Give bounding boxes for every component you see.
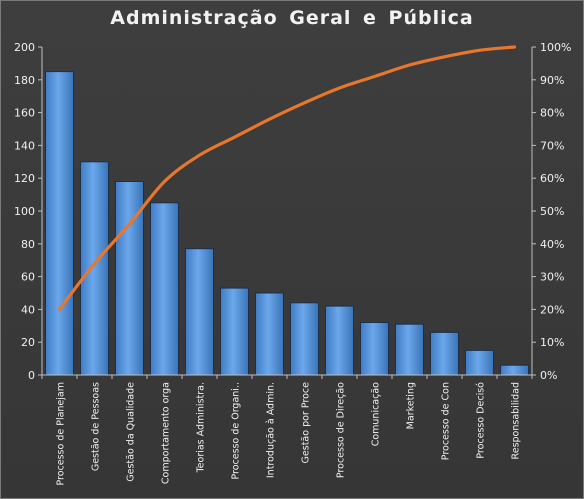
- y2-tick-label: 60%: [540, 172, 564, 185]
- bar: [45, 71, 74, 376]
- bar: [80, 161, 109, 376]
- y2-tick-label: 40%: [540, 238, 564, 251]
- y2-tick-label: 50%: [540, 205, 564, 218]
- x-category-label: Processo Decisó: [476, 382, 487, 459]
- y2-tick-label: 20%: [540, 303, 564, 316]
- y-tick-label: 120: [14, 172, 35, 185]
- y-tick-label: 80: [21, 238, 35, 251]
- cumulative-point: [478, 49, 481, 52]
- y-tick-label: 160: [14, 107, 35, 120]
- bar: [220, 287, 249, 376]
- x-category-label: Marketing: [406, 382, 417, 429]
- x-category-label: Processo de Organi..: [231, 382, 242, 480]
- cumulative-point: [58, 308, 61, 311]
- y-tick-label: 60: [21, 271, 35, 284]
- bar: [395, 323, 424, 376]
- cumulative-point: [373, 75, 376, 78]
- y2-tick-label: 70%: [540, 139, 564, 152]
- cumulative-point: [338, 86, 341, 90]
- labels-group: 0 20 40 60 80 100 120 140 160 180 200 0% 10% 20% 30% 40…: [14, 41, 571, 486]
- bar: [500, 364, 529, 376]
- y2-tick-label: 10%: [540, 336, 564, 349]
- y2-tick-label: 30%: [540, 271, 564, 284]
- cumulative-point: [128, 222, 131, 226]
- chart-title: Administração Geral e Pública: [110, 7, 474, 29]
- y-tick-label: 0: [28, 369, 35, 382]
- cumulative-percent-line: [57, 45, 517, 311]
- y2-tick-label: 100%: [540, 41, 571, 54]
- cumulative-point: [93, 262, 96, 265]
- bar: [185, 248, 214, 376]
- bar: [325, 305, 354, 376]
- x-category-label: Comportamento orga: [161, 382, 172, 484]
- x-category-label: Processo de Direção: [336, 382, 347, 478]
- bar: [290, 302, 319, 376]
- axes-group: [38, 46, 536, 379]
- y2-tick-label: 90%: [540, 74, 564, 87]
- x-category-label: Gestão de Pessoas: [91, 382, 102, 471]
- x-category-label: Processo de Planejam: [56, 382, 67, 486]
- cumulative-line-group: [57, 45, 517, 311]
- bar: [360, 322, 389, 376]
- bar: [255, 292, 284, 376]
- x-category-label: Introdução à Admin.: [266, 382, 277, 478]
- y-tick-label: 140: [14, 139, 35, 152]
- cumulative-point: [408, 63, 411, 67]
- y-tick-label: 180: [14, 74, 35, 87]
- cumulative-point: [443, 55, 446, 59]
- x-category-label: Gestão da Qualidade: [126, 382, 137, 482]
- x-category-label: Processo de Con: [441, 382, 452, 460]
- bar: [465, 349, 494, 376]
- x-category-label: Responsabilidad: [511, 382, 522, 459]
- cumulative-point: [233, 136, 236, 139]
- cumulative-point: [163, 180, 166, 183]
- bar: [150, 202, 179, 376]
- cumulative-point: [513, 45, 516, 49]
- y2-tick-label: 0%: [540, 369, 557, 382]
- x-category-label: Teorias Administra.: [196, 382, 207, 474]
- y-tick-label: 40: [21, 303, 35, 316]
- y-tick-label: 200: [14, 41, 35, 54]
- x-category-label: Comunicação: [371, 382, 382, 446]
- x-category-label: Gestão por Proce: [301, 382, 312, 464]
- bar: [430, 331, 459, 376]
- y-tick-label: 20: [21, 336, 35, 349]
- cumulative-point: [198, 154, 201, 157]
- y2-tick-label: 80%: [540, 107, 564, 120]
- cumulative-point: [303, 101, 306, 104]
- bars-group: [45, 71, 529, 376]
- y-tick-label: 100: [14, 205, 35, 218]
- cumulative-point: [268, 117, 271, 121]
